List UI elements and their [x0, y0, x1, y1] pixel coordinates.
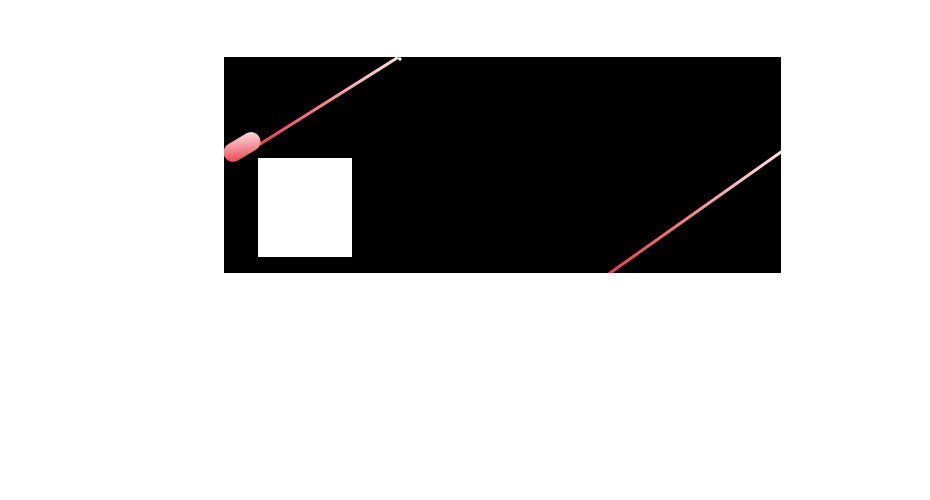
line-endpoint-dot — [398, 57, 402, 61]
white-square[interactable] — [258, 158, 352, 257]
diagonal-line-left[interactable] — [255, 57, 399, 148]
canvas-svg — [224, 57, 781, 273]
diagonal-line-right[interactable] — [608, 150, 781, 273]
render-canvas[interactable] — [224, 57, 781, 273]
capsule-paddle[interactable] — [224, 129, 264, 166]
